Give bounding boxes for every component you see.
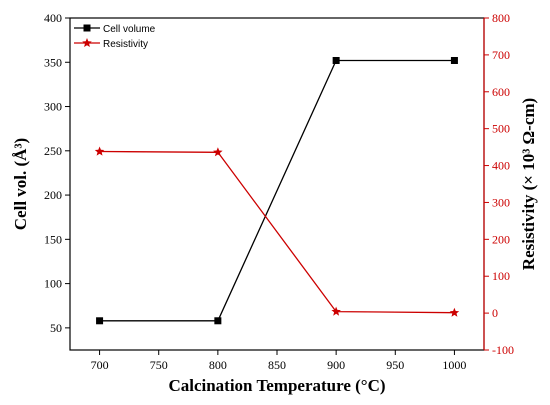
x-tick-label: 800 xyxy=(209,358,227,372)
plot-frame xyxy=(69,17,485,351)
legend-marker-resistivity xyxy=(82,38,92,47)
data-point-cell-volume xyxy=(332,56,340,64)
data-point-resistivity xyxy=(331,306,341,316)
right-tick-label: 200 xyxy=(492,232,510,246)
x-tick-label: 900 xyxy=(327,358,345,372)
right-tick-label: 0 xyxy=(492,306,498,320)
left-tick-label: 150 xyxy=(44,232,62,246)
left-tick-label: 100 xyxy=(44,277,62,291)
data-point-cell-volume xyxy=(214,317,222,325)
x-axis-title: Calcination Temperature (°C) xyxy=(168,376,385,395)
data-point-resistivity xyxy=(94,146,105,156)
right-tick-label: 400 xyxy=(492,159,510,173)
left-tick-label: 50 xyxy=(50,321,62,335)
right-tick-label: 700 xyxy=(492,48,510,62)
left-axis-title: Cell vol. (Å³) xyxy=(11,138,30,230)
right-tick-label: 600 xyxy=(492,85,510,99)
x-tick-label: 950 xyxy=(386,358,404,372)
right-tick-label: -100 xyxy=(492,343,514,357)
x-tick-label: 850 xyxy=(268,358,286,372)
series-line-resistivity xyxy=(99,150,455,314)
data-point-cell-volume xyxy=(450,56,458,64)
right-axis-title: Resistivity (× 10³ Ω-cm) xyxy=(519,98,538,270)
right-tick-label: 100 xyxy=(492,269,510,283)
x-tick-label: 700 xyxy=(91,358,109,372)
data-point-resistivity xyxy=(213,147,223,157)
legend-label-cell-volume: Cell volume xyxy=(103,24,156,35)
right-tick-label: 800 xyxy=(492,11,510,25)
series-line-cell-volume xyxy=(99,59,455,322)
left-tick-label: 200 xyxy=(44,188,62,202)
data-point-cell-volume xyxy=(96,317,104,325)
legend-label-resistivity: Resistivity xyxy=(103,39,148,50)
series-layer xyxy=(94,56,460,325)
left-tick-label: 250 xyxy=(44,144,62,158)
right-tick-label: 300 xyxy=(492,195,510,209)
legend: Cell volume Resistivity xyxy=(74,24,156,50)
x-tick-label: 1000 xyxy=(442,358,466,372)
data-point-resistivity xyxy=(449,307,460,317)
left-tick-label: 350 xyxy=(44,55,62,69)
left-tick-label: 400 xyxy=(44,11,62,25)
left-axis-ticks: 50 100 150 200 250 300 350 400 xyxy=(44,11,70,335)
left-tick-label: 300 xyxy=(44,100,62,114)
x-tick-label: 750 xyxy=(150,358,168,372)
legend-marker-cell-volume xyxy=(83,24,91,32)
x-axis-ticks: 700 750 800 850 900 950 1000 xyxy=(91,350,466,372)
right-axis-ticks: -100 0 100 200 300 400 500 600 700 800 xyxy=(484,11,514,357)
right-tick-label: 500 xyxy=(492,122,510,136)
